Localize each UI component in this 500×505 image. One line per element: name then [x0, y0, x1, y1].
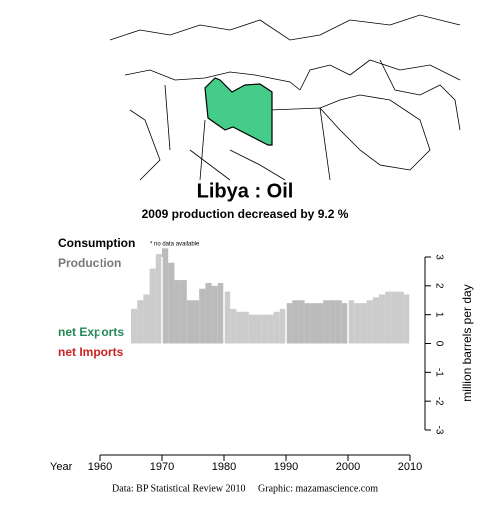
bar: [298, 300, 305, 344]
x-tick-label: 2000: [336, 461, 360, 473]
bar: [242, 311, 249, 344]
bar: [354, 303, 361, 344]
bar: [205, 282, 212, 344]
y-tick-label: 3: [433, 254, 444, 260]
bar: [193, 300, 200, 344]
bar: [131, 308, 138, 344]
y-tick-label: 1: [433, 312, 444, 318]
y-tick-label: 2: [433, 283, 444, 289]
bar: [372, 297, 379, 344]
bar: [385, 291, 392, 344]
bar: [174, 280, 181, 344]
bar: [397, 291, 404, 344]
x-tick-label: 2010: [398, 461, 422, 473]
bar: [310, 303, 317, 344]
x-tick-label: 1980: [212, 461, 236, 473]
bar: [230, 308, 237, 344]
x-axis-label: Year: [50, 461, 73, 473]
bar: [348, 300, 355, 344]
subtitle: 2009 production decreased by 9.2 %: [142, 207, 349, 221]
y-axis-label: million barrels per day: [460, 284, 474, 401]
bar: [236, 311, 243, 344]
bar: [317, 303, 324, 344]
bar: [292, 300, 299, 344]
bar: [267, 314, 274, 344]
source: Data: BP Statistical Review 2010 Graphic…: [112, 483, 378, 494]
bar: [149, 268, 156, 344]
x-tick-label: 1970: [150, 461, 174, 473]
y-tick-label: -1: [433, 368, 444, 377]
bar: [379, 294, 386, 344]
bar: [279, 308, 286, 344]
legend-label: Consumption: [58, 236, 135, 250]
map: [95, 0, 465, 181]
bar: [255, 314, 262, 344]
bar: [286, 303, 293, 344]
bar: [180, 280, 187, 344]
x-tick-label: 1990: [274, 461, 298, 473]
chart-title: Libya : Oil: [197, 180, 294, 202]
bar: [391, 291, 398, 344]
legend-label: net Exports: [58, 325, 124, 339]
bar: [304, 303, 311, 344]
bar: [273, 311, 280, 344]
bar: [162, 248, 169, 344]
bar: [329, 300, 336, 344]
bar: [186, 300, 193, 344]
annotation: * no data available: [150, 242, 200, 248]
y-tick-label: 0: [433, 341, 444, 347]
bar: [168, 262, 175, 344]
bar: [323, 300, 330, 344]
bar: [335, 300, 342, 344]
bar: [217, 282, 224, 344]
bar: [403, 294, 410, 344]
bar: [143, 294, 150, 344]
bar: [261, 314, 268, 344]
bar: [366, 300, 373, 344]
bar: [341, 303, 348, 344]
bar: [211, 285, 218, 344]
x-tick-label: 1960: [88, 461, 112, 473]
bar: [155, 254, 162, 344]
y-tick-label: -3: [433, 426, 444, 435]
legend-label: net Imports: [58, 345, 124, 359]
bar: [248, 314, 255, 344]
bar: [137, 300, 144, 344]
legend-label: Production: [58, 256, 121, 270]
bar: [224, 291, 231, 344]
bar: [199, 288, 206, 344]
y-tick-label: -2: [433, 397, 444, 406]
bar: [360, 303, 367, 344]
